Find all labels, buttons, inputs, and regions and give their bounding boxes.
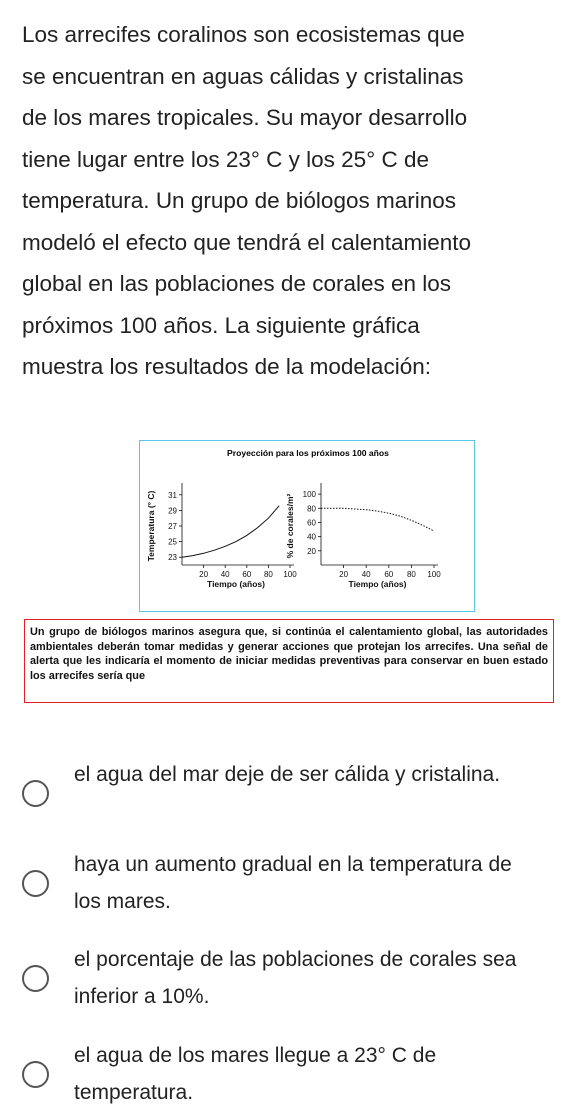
series-line (321, 507, 435, 532)
y-axis-title: % de corales/m² (285, 493, 295, 558)
question-line: temperatura. Un grupo de biólogos marino… (22, 188, 456, 213)
radio-button[interactable] (22, 870, 49, 897)
y-tick-label: 23 (168, 553, 177, 562)
figure-title: Proyección para los próximos 100 años (227, 448, 389, 458)
x-axis-title: Tiempo (años) (207, 579, 265, 589)
x-tick-label: 60 (384, 570, 393, 579)
question-line: global en las poblaciones de corales en … (22, 271, 452, 296)
x-tick-label: 60 (242, 570, 251, 579)
y-tick-label: 29 (168, 506, 177, 515)
option-text[interactable]: el agua de los mares llegue a 23° C de t… (74, 1044, 437, 1104)
option-text[interactable]: haya un aumento gradual en la temperatur… (74, 853, 512, 913)
radio-button[interactable] (22, 780, 49, 807)
x-axis-title: Tiempo (años) (349, 579, 407, 589)
radio-button[interactable] (22, 965, 49, 992)
question-line: de los mares tropicales. Su mayor desarr… (22, 105, 468, 130)
y-axis-title: Temperatura (° C) (146, 490, 156, 561)
question-line: se encuentran en aguas cálidas y cristal… (22, 63, 464, 89)
x-tick-label: 80 (407, 570, 416, 579)
y-tick-label: 25 (168, 538, 177, 547)
series-line (181, 505, 280, 558)
y-tick-label: 20 (307, 547, 316, 556)
x-tick-label: 20 (339, 570, 348, 579)
question-line: Los arrecifes coralinos son ecosistemas … (22, 22, 465, 47)
y-tick-label: 27 (168, 522, 177, 531)
y-tick-label: 60 (307, 518, 316, 527)
projection-charts: Proyección para los próximos 100 años 23… (146, 448, 441, 589)
question-line: muestra los resultados de la modelación: (22, 354, 431, 379)
y-tick-label: 100 (303, 490, 317, 499)
x-tick-label: 40 (362, 570, 371, 579)
y-tick-label: 40 (307, 533, 316, 542)
question-line: tiene lugar entre los 23° C y los 25° C … (22, 146, 429, 172)
projection-figure: Proyección para los próximos 100 años 23… (139, 440, 475, 612)
x-tick-label: 100 (427, 570, 441, 579)
x-tick-label: 40 (221, 570, 230, 579)
question-line: modeló el efecto que tendrá el calentami… (22, 229, 472, 255)
temperature-chart: 23 25 27 29 31 20 40 60 80 100 Tiempo (años) Temper… (146, 483, 297, 589)
y-tick-label: 80 (307, 504, 316, 513)
question-text: Los arrecifes coralinos son ecosistemas … (22, 14, 562, 388)
coral-chart: 20 40 60 80 100 20 40 60 80 100 Tiempo (años) % de … (285, 483, 441, 589)
x-tick-label: 20 (199, 570, 208, 579)
x-tick-label: 80 (264, 570, 273, 579)
option-text[interactable]: el agua del mar deje de ser cálida y cri… (74, 763, 501, 786)
question-line: próximos 100 años. La siguiente gráfica (22, 312, 420, 338)
context-note: Un grupo de biólogos marinos asegura que… (24, 619, 554, 703)
option-text[interactable]: el porcentaje de las poblaciones de cora… (74, 948, 517, 1008)
y-tick-label: 31 (168, 491, 177, 500)
radio-button[interactable] (22, 1061, 49, 1088)
x-tick-label: 100 (283, 570, 297, 579)
